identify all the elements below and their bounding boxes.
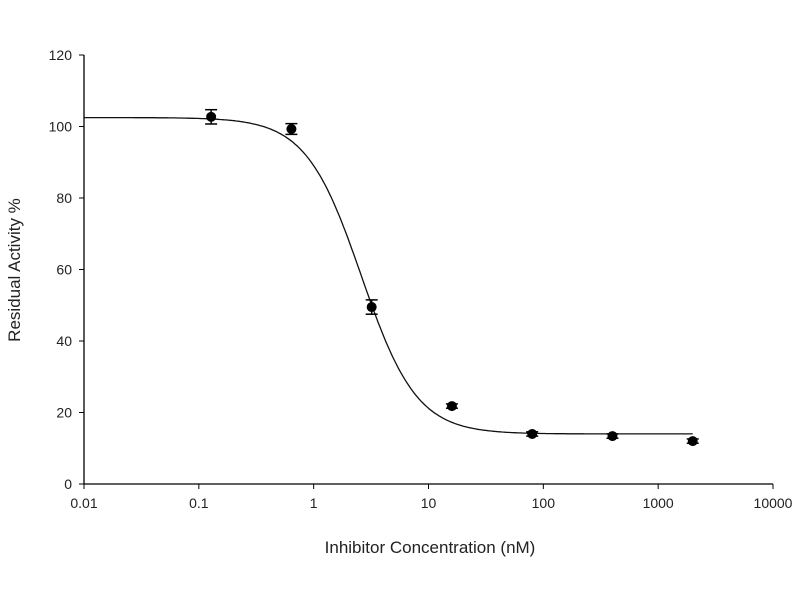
y-tick-label: 0 <box>64 476 72 492</box>
data-point <box>606 431 619 442</box>
y-tick-label: 40 <box>56 333 72 349</box>
x-tick-label: 1000 <box>643 495 674 511</box>
x-tick-label: 1 <box>310 495 318 511</box>
data-marker <box>527 428 538 439</box>
fit-curve <box>84 116 693 435</box>
data-point <box>365 299 378 315</box>
x-tick-label: 10 <box>421 495 437 511</box>
y-tick-label: 120 <box>49 47 73 63</box>
data-point <box>205 108 218 125</box>
data-marker <box>607 431 618 442</box>
x-tick-label: 10000 <box>754 495 793 511</box>
data-marker <box>206 111 217 122</box>
x-axis-label: Inhibitor Concentration (nM) <box>325 538 536 557</box>
x-tick-label: 0.1 <box>189 495 209 511</box>
y-tick-label: 60 <box>56 262 72 278</box>
data-point <box>285 122 298 136</box>
data-point <box>526 428 539 439</box>
x-tick-label: 100 <box>532 495 556 511</box>
y-tick-label: 20 <box>56 405 72 421</box>
data-point <box>686 436 699 447</box>
data-marker <box>366 302 377 313</box>
y-tick-label: 100 <box>49 119 73 135</box>
data-marker <box>446 401 457 412</box>
data-point <box>445 401 458 412</box>
data-marker <box>286 124 297 135</box>
y-axis-label: Residual Activity % <box>5 198 24 342</box>
x-tick-label: 0.01 <box>70 495 97 511</box>
y-tick-label: 80 <box>56 190 72 206</box>
data-marker <box>687 436 698 447</box>
